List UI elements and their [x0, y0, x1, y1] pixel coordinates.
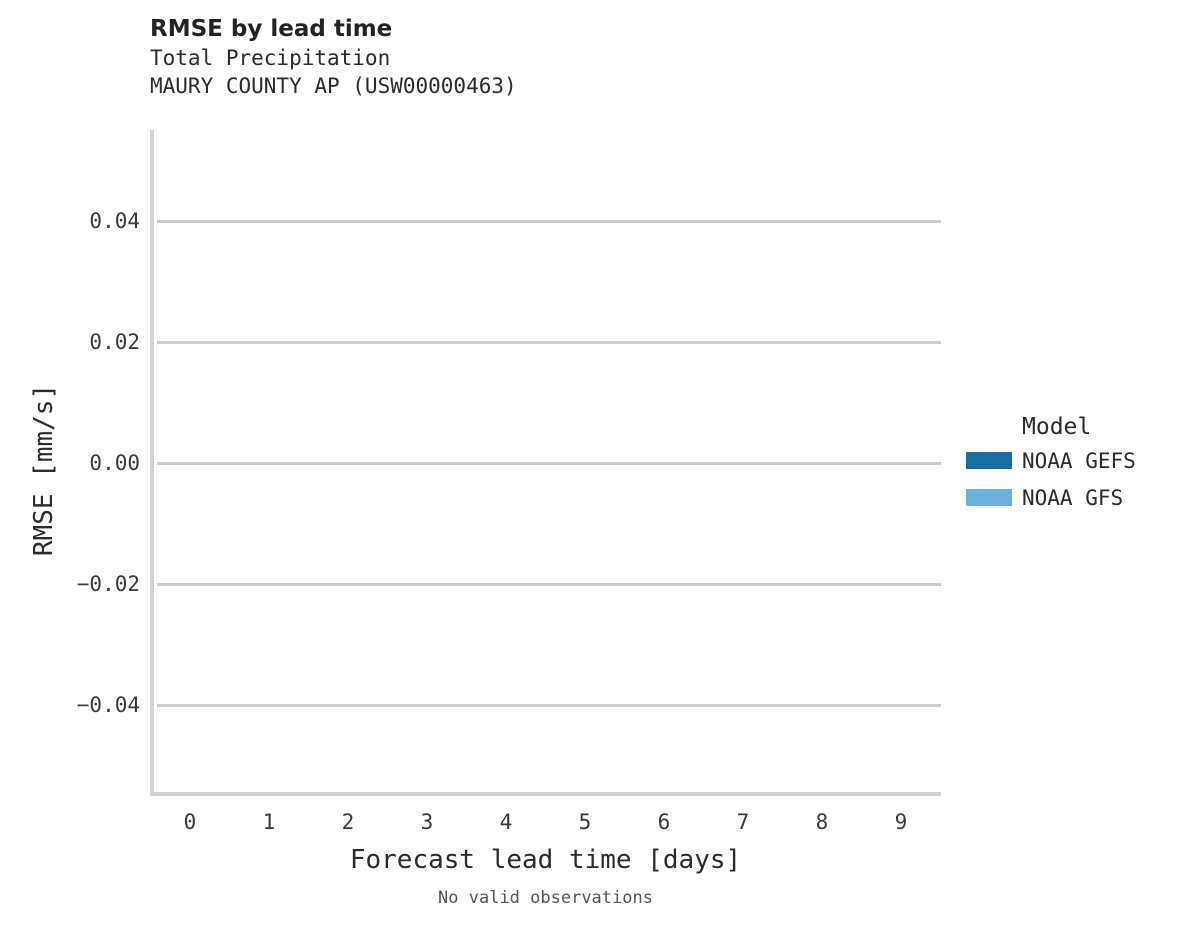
page-title: RMSE by lead time	[150, 16, 393, 42]
x-tick-label: 2	[341, 810, 355, 834]
x-tick-label: 0	[183, 810, 197, 834]
x-tick-label: 3	[420, 810, 434, 834]
x-tick-label: 7	[736, 810, 750, 834]
y-tick-label: 0.04	[89, 209, 140, 233]
gridline	[157, 583, 941, 586]
y-tick-label: −0.02	[76, 572, 140, 596]
legend-swatch-icon	[966, 452, 1012, 469]
legend: Model NOAA GEFS NOAA GFS	[966, 412, 1136, 516]
gridline	[157, 341, 941, 344]
y-tick-label: −0.04	[76, 693, 140, 717]
y-axis-title: RMSE [mm/s]	[29, 383, 59, 557]
gridline	[157, 704, 941, 707]
plot-area	[150, 130, 941, 795]
legend-item-label: NOAA GFS	[1022, 485, 1124, 510]
y-tick-label: 0.00	[89, 451, 140, 475]
chart-title-block: RMSE by lead time Total Precipitation MA…	[150, 14, 517, 100]
legend-item-noaa-gefs[interactable]: NOAA GEFS	[966, 442, 1136, 479]
legend-swatch-icon	[966, 489, 1012, 506]
legend-item-label: NOAA GEFS	[1022, 448, 1136, 473]
chart-subtitle-station: MAURY COUNTY AP (USW00000463)	[150, 74, 517, 98]
x-tick-label: 9	[894, 810, 908, 834]
x-tick-label: 5	[578, 810, 592, 834]
gridline	[157, 220, 941, 223]
y-tick-label: 0.02	[89, 330, 140, 354]
no-data-annotation: No valid observations	[438, 888, 653, 908]
chart-subtitle-variable: Total Precipitation	[150, 46, 391, 70]
x-tick-label: 6	[657, 810, 671, 834]
y-axis-spine	[150, 130, 154, 796]
x-axis-spine	[150, 792, 941, 796]
gridline	[157, 462, 941, 465]
x-tick-label: 8	[815, 810, 829, 834]
legend-title: Model	[1022, 414, 1092, 440]
legend-item-noaa-gfs[interactable]: NOAA GFS	[966, 479, 1136, 516]
x-tick-label: 1	[262, 810, 276, 834]
x-tick-label: 4	[499, 810, 513, 834]
data-series-layer	[150, 130, 941, 795]
x-axis-title: Forecast lead time [days]	[349, 845, 742, 875]
